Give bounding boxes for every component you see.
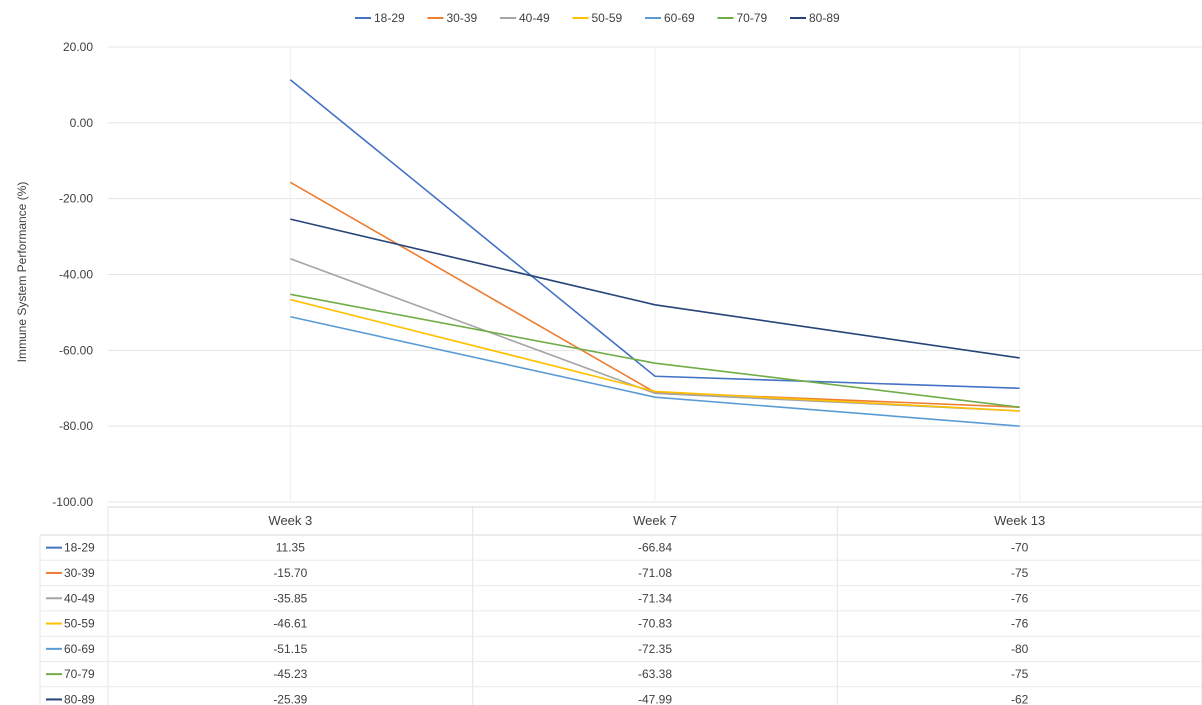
- table-cell: -63.38: [638, 667, 672, 681]
- table-row-label: 80-89: [64, 692, 95, 705]
- table-cell: 11.35: [276, 541, 305, 555]
- table-row-label: 40-49: [64, 591, 95, 605]
- legend-label: 18-29: [374, 11, 405, 25]
- y-axis-label: Immune System Performance (%): [15, 182, 29, 363]
- table-cell: -75: [1011, 667, 1029, 681]
- legend-label: 30-39: [447, 11, 478, 25]
- table-cell: -75: [1011, 566, 1029, 580]
- series-line-80-89: [290, 218, 1020, 359]
- data-table: Week 3 Week 7 Week 13 18-29 11.35 -66.84 -70 30…: [39, 506, 1202, 705]
- table-cell: -25.39: [273, 692, 307, 705]
- legend-label: 70-79: [737, 11, 768, 25]
- legend: 18-29 30-39 40-49 50-59 60-69 70-79 80-89: [355, 11, 840, 25]
- table-cell: -72.35: [638, 642, 672, 656]
- table-cell: -76: [1011, 591, 1029, 605]
- y-tick-label: 20.00: [63, 40, 93, 54]
- y-tick-label: -40.00: [59, 268, 93, 282]
- y-tick-label: -60.00: [59, 343, 93, 357]
- series-line-30-39: [289, 181, 1020, 409]
- table-cell: -15.70: [273, 566, 307, 580]
- y-tick-label: -100.00: [52, 495, 93, 509]
- legend-label: 40-49: [519, 11, 550, 25]
- table-cell: -46.61: [273, 617, 307, 631]
- legend-label: 80-89: [809, 11, 840, 25]
- y-axis-ticks: 20.00 0.00 -20.00 -40.00 -60.00 -80.00 -100.00: [52, 40, 93, 509]
- legend-label: 60-69: [664, 11, 695, 25]
- table-row-label: 30-39: [64, 566, 95, 580]
- series-line-70-79: [290, 293, 1020, 409]
- table-row-label: 50-59: [64, 617, 95, 631]
- table-row-label: 60-69: [64, 642, 95, 656]
- table-cell: -45.23: [273, 667, 307, 681]
- series-line-50-59: [290, 298, 1020, 412]
- y-tick-label: -20.00: [59, 192, 93, 206]
- table-cell: -71.34: [638, 591, 672, 605]
- table-cell: -47.99: [638, 692, 672, 705]
- category-label: Week 7: [633, 513, 677, 528]
- table-cell: -70.83: [638, 617, 672, 631]
- table-cell: -35.85: [273, 591, 307, 605]
- gridlines: [108, 46, 1202, 503]
- table-cell: -76: [1011, 617, 1029, 631]
- table-cell: -70: [1011, 541, 1029, 555]
- table-cell: -62: [1011, 692, 1029, 705]
- table-cell: -71.08: [638, 566, 672, 580]
- table-cell: -80: [1011, 642, 1029, 656]
- category-label: Week 3: [268, 513, 312, 528]
- series-lines: [289, 79, 1020, 427]
- table-cell: -51.15: [273, 642, 307, 656]
- category-label: Week 13: [994, 513, 1045, 528]
- legend-label: 50-59: [592, 11, 623, 25]
- table-row-label: 70-79: [64, 667, 95, 681]
- series-line-18-29: [289, 79, 1020, 390]
- y-tick-label: 0.00: [70, 116, 94, 130]
- y-tick-label: -80.00: [59, 419, 93, 433]
- table-cell: -66.84: [638, 541, 672, 555]
- table-row-label: 18-29: [64, 541, 95, 555]
- series-line-60-69: [290, 315, 1020, 427]
